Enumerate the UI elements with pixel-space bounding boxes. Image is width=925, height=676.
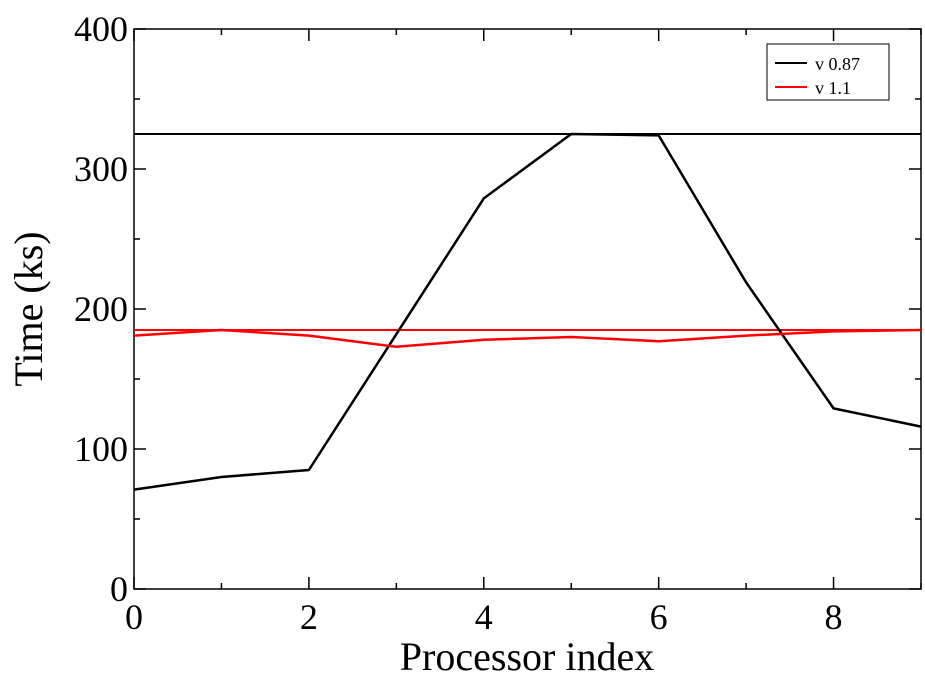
legend-box bbox=[766, 43, 890, 101]
x-tick-label: 8 bbox=[825, 597, 843, 637]
y-tick-label: 100 bbox=[74, 429, 128, 469]
y-tick-label: 200 bbox=[74, 289, 128, 329]
legend-label-v11: v 1.1 bbox=[815, 78, 851, 98]
y-axis-title: Time (ks) bbox=[6, 231, 51, 386]
series-line bbox=[133, 132, 922, 491]
ticks-layer bbox=[133, 28, 922, 590]
x-tick-label: 4 bbox=[475, 597, 493, 637]
x-tick-label: 6 bbox=[650, 597, 668, 637]
y-tick-label: 400 bbox=[74, 9, 128, 49]
legend-label-v087: v 0.87 bbox=[815, 54, 860, 74]
series-layer bbox=[133, 132, 922, 491]
y-tick-label: 0 bbox=[110, 569, 128, 609]
reference-lines-layer bbox=[134, 133, 921, 331]
series-line bbox=[133, 328, 922, 349]
x-tick-label: 2 bbox=[300, 597, 318, 637]
x-axis-title: Processor index bbox=[400, 634, 654, 676]
legend: v 0.87 v 1.1 bbox=[766, 43, 890, 101]
tick-labels-layer: 0 2 4 6 8 0 100 200 300 400 bbox=[74, 9, 843, 637]
x-tick-label: 0 bbox=[125, 597, 143, 637]
y-tick-label: 300 bbox=[74, 149, 128, 189]
plot-frame bbox=[133, 28, 922, 590]
